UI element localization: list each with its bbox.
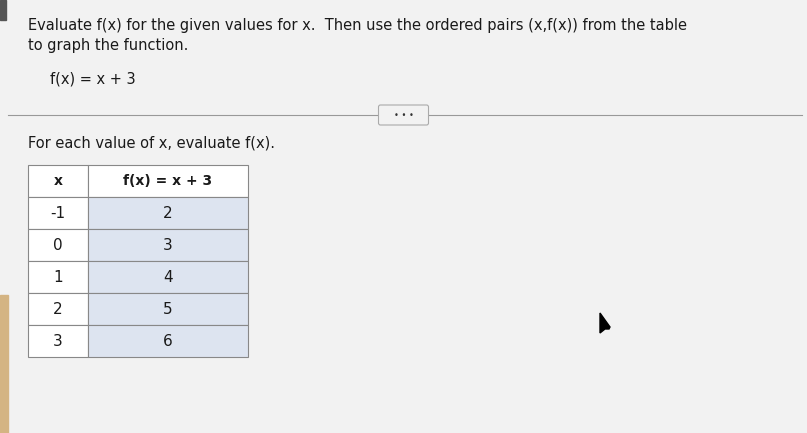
- Bar: [88, 229, 248, 261]
- Bar: [28, 293, 88, 325]
- Text: • • •: • • •: [394, 110, 413, 120]
- Text: 4: 4: [163, 269, 173, 284]
- Text: f(x) = x + 3: f(x) = x + 3: [123, 174, 212, 188]
- FancyBboxPatch shape: [378, 105, 429, 125]
- Bar: [88, 261, 248, 293]
- Text: -1: -1: [50, 206, 65, 220]
- Bar: [88, 165, 248, 197]
- Bar: [88, 197, 248, 229]
- Polygon shape: [600, 313, 610, 333]
- Text: f(x) = x + 3: f(x) = x + 3: [50, 72, 136, 87]
- Text: 2: 2: [53, 301, 63, 317]
- Bar: [28, 229, 88, 261]
- Text: 2: 2: [163, 206, 173, 220]
- Text: 0: 0: [53, 237, 63, 252]
- Bar: [88, 293, 248, 325]
- Text: For each value of x, evaluate f(x).: For each value of x, evaluate f(x).: [28, 135, 275, 150]
- Bar: [0, 295, 8, 433]
- Bar: [28, 165, 88, 197]
- Text: 5: 5: [163, 301, 173, 317]
- Bar: [88, 325, 248, 357]
- Text: 1: 1: [53, 269, 63, 284]
- Text: 3: 3: [53, 333, 63, 349]
- Bar: [0, 0, 6, 20]
- Bar: [28, 197, 88, 229]
- Text: 6: 6: [163, 333, 173, 349]
- Text: 3: 3: [163, 237, 173, 252]
- Bar: [28, 261, 88, 293]
- Text: x: x: [53, 174, 62, 188]
- Text: Evaluate f(x) for the given values for x.  Then use the ordered pairs (x,f(x)) f: Evaluate f(x) for the given values for x…: [28, 18, 687, 33]
- Text: to graph the function.: to graph the function.: [28, 38, 188, 53]
- Bar: [28, 325, 88, 357]
